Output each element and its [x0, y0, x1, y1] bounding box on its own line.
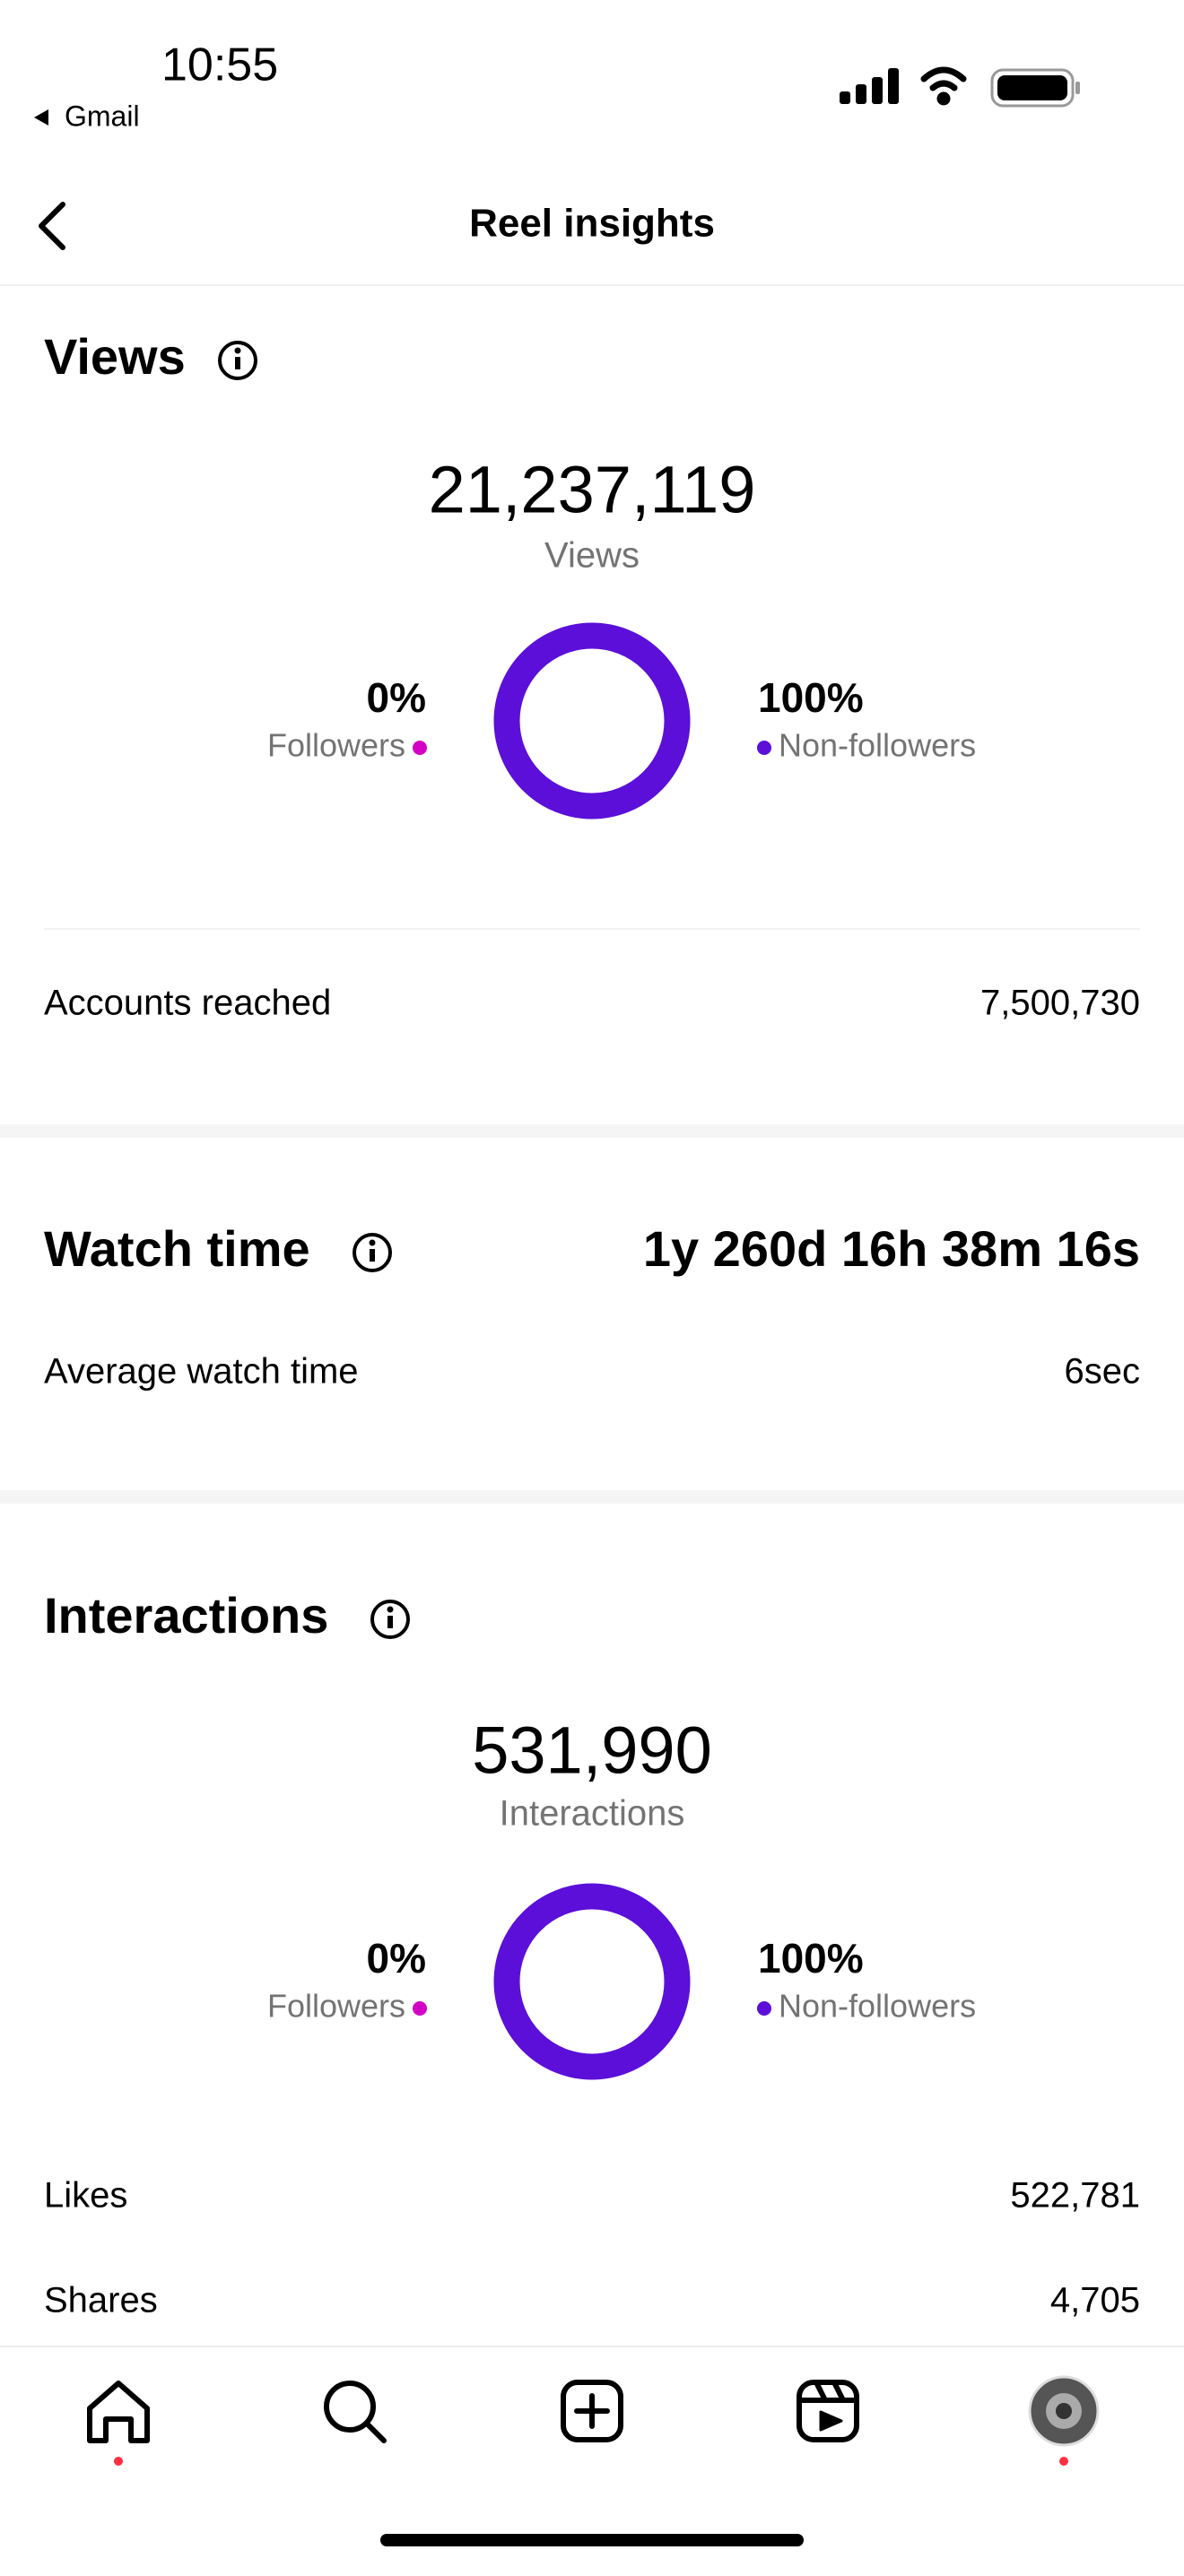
- divider: [0, 284, 1184, 286]
- total: 531,990: [472, 1713, 712, 1788]
- section-gap: [0, 1490, 1184, 1504]
- wifi-icon: [920, 66, 967, 106]
- notification-dot: [114, 2457, 123, 2466]
- back-app[interactable]: Gmail: [65, 100, 140, 132]
- home-indicator: [380, 2534, 804, 2546]
- search-tab[interactable]: [324, 2381, 387, 2443]
- row-label: Accounts reached: [44, 984, 331, 1023]
- section-gap: [0, 1124, 1184, 1138]
- row-label: Likes: [44, 2176, 127, 2216]
- row-value: 6sec: [1065, 1352, 1141, 1392]
- section-title: Interactions: [44, 1587, 328, 1644]
- total-label: Views: [544, 536, 640, 576]
- profile-tab[interactable]: [1028, 2375, 1100, 2447]
- legend-label: Followers: [267, 727, 405, 764]
- legend-label: Non-followers: [779, 727, 976, 764]
- row-label: Average watch time: [44, 1352, 359, 1392]
- info-icon[interactable]: [370, 1600, 410, 1639]
- divider: [0, 2346, 1184, 2347]
- legend-dot: [413, 2001, 427, 2016]
- donut-segment: [493, 1883, 691, 2080]
- signal-icon: [840, 68, 899, 104]
- percent-label: 0%: [367, 1935, 426, 1982]
- create-plus: [574, 2393, 610, 2429]
- row-value: 522,781: [1010, 2176, 1140, 2216]
- legend-label: Non-followers: [779, 1988, 976, 2025]
- section-title: Views: [44, 328, 186, 385]
- status-time: 10:55: [161, 39, 278, 91]
- back-button[interactable]: [39, 202, 65, 250]
- battery-icon: [990, 68, 1080, 108]
- divider: [44, 928, 1140, 930]
- legend-label: Followers: [267, 1988, 405, 2025]
- percent-label: 0%: [367, 674, 426, 721]
- interactions-section: Interactions 531,990 Interactions Likes …: [44, 1587, 1140, 2320]
- page-title: Reel insights: [469, 202, 715, 246]
- info-icon[interactable]: [218, 341, 257, 380]
- notification-dot: [1059, 2457, 1068, 2466]
- donut-segment: [493, 622, 691, 820]
- percent-label: 100%: [758, 1935, 864, 1982]
- home-tab[interactable]: [87, 2381, 150, 2443]
- total: 21,237,119: [429, 453, 756, 527]
- section-title: Watch time: [44, 1220, 310, 1277]
- back-app-arrow[interactable]: [34, 109, 48, 126]
- reels-tab[interactable]: [797, 2380, 859, 2442]
- percent-label: 100%: [758, 674, 864, 721]
- total-label: Interactions: [500, 1794, 685, 1834]
- row-value: 7,500,730: [980, 984, 1140, 1023]
- row-label: Shares: [44, 2281, 158, 2320]
- row-value: 4,705: [1050, 2281, 1140, 2320]
- views-section: Views 21,237,119 Views Accounts reached …: [44, 328, 1140, 1023]
- legend-dot: [757, 741, 771, 755]
- legend-dot: [757, 2001, 771, 2016]
- legend-dot: [413, 741, 427, 755]
- create-tab[interactable]: [561, 2380, 623, 2442]
- watch-total: 1y 260d 16h 38m 16s: [643, 1220, 1140, 1277]
- info-icon[interactable]: [353, 1233, 392, 1272]
